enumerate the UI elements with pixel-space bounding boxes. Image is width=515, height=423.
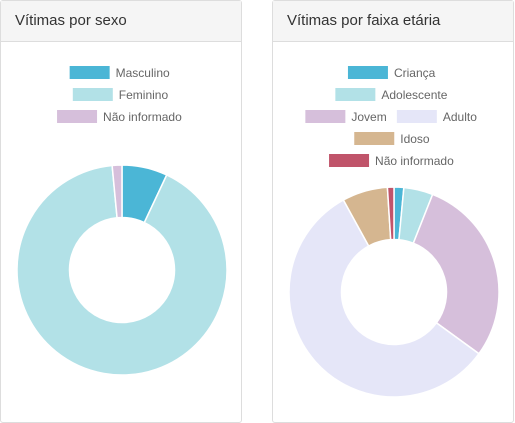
chart-panel-sexo: Vítimas por sexo Masculino Feminino Não in… — [0, 0, 242, 423]
legend-item-idoso[interactable]: Idoso — [354, 132, 430, 146]
slice-jovem[interactable] — [412, 193, 500, 355]
slice-nao-informado[interactable] — [111, 164, 123, 219]
legend-item-adolescente[interactable]: Adolescente — [335, 88, 448, 102]
legend-label: Não informado — [103, 110, 182, 124]
slice-nao-informado[interactable] — [386, 186, 395, 241]
legend-item-nao-informado[interactable]: Não informado — [329, 154, 454, 168]
legend-label: Adolescente — [381, 88, 447, 102]
legend-item-adulto[interactable]: Adulto — [396, 110, 477, 124]
legend-item-feminino[interactable]: Feminino — [72, 88, 169, 102]
chart-panel-faixa-etaria: Vítimas por faixa etária Criança Adolesce… — [272, 0, 514, 423]
panel-title-sexo: Vítimas por sexo — [1, 1, 241, 42]
legend-swatch — [72, 88, 113, 101]
legend-label: Jovem — [351, 110, 386, 124]
legend-item-crianca[interactable]: Criança — [347, 66, 436, 80]
donut-chart-faixa-etaria: Criança Adolescente Jovem Adulto Idoso Não in… — [288, 66, 500, 398]
legend-label: Masculino — [116, 66, 170, 80]
legend-label: Criança — [394, 66, 436, 80]
legend-item-jovem[interactable]: Jovem — [305, 110, 387, 124]
donut-chart-sexo: Masculino Feminino Não informado — [16, 66, 228, 376]
legend-label: Não informado — [375, 154, 454, 168]
panel-title-faixa-etaria: Vítimas por faixa etária — [273, 1, 513, 42]
legend-swatch — [69, 66, 110, 79]
legend-item-masculino[interactable]: Masculino — [69, 66, 170, 80]
legend-swatch — [329, 154, 370, 167]
legend-swatch — [335, 88, 376, 101]
slice-adulto[interactable] — [288, 198, 480, 398]
legend-swatch — [57, 110, 98, 123]
legend-item-nao-informado[interactable]: Não informado — [57, 110, 182, 124]
legend-swatch — [347, 66, 388, 79]
legend-swatch — [354, 132, 395, 145]
legend-label: Adulto — [443, 110, 477, 124]
legend-swatch — [396, 110, 437, 123]
legend-label: Idoso — [400, 132, 430, 146]
legend-swatch — [305, 110, 346, 123]
slice-feminino[interactable] — [16, 164, 228, 376]
legend-label: Feminino — [119, 88, 169, 102]
